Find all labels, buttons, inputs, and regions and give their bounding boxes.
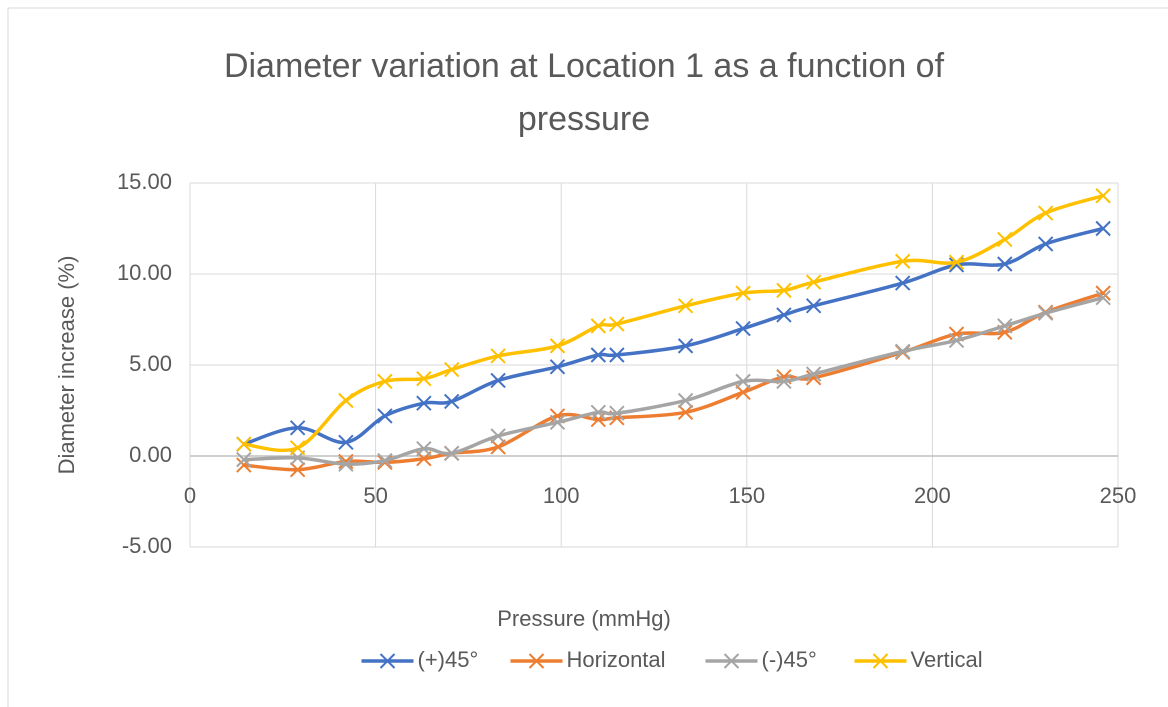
data-point — [677, 392, 694, 409]
data-point — [416, 441, 432, 457]
legend-marker — [379, 653, 396, 669]
data-point — [1037, 205, 1054, 221]
x-tick-label: 50 — [363, 483, 387, 508]
data-point — [805, 298, 822, 314]
data-point — [776, 307, 792, 323]
legend-label: Horizontal — [567, 647, 666, 672]
legend-marker — [872, 653, 889, 669]
legend-marker — [723, 653, 740, 669]
y-tick-label: 0.00 — [129, 442, 172, 467]
series-line — [243, 295, 1104, 467]
data-point — [997, 231, 1013, 248]
data-point — [416, 395, 432, 411]
data-point — [377, 373, 393, 390]
data-point — [549, 359, 566, 375]
data-point — [590, 347, 607, 363]
data-point — [677, 338, 694, 354]
data-point — [609, 347, 625, 363]
x-tick-label: 200 — [914, 483, 951, 508]
data-point — [377, 452, 393, 469]
data-point — [735, 373, 751, 390]
y-axis-label: Diameter increase (%) — [54, 256, 79, 475]
data-point — [609, 316, 625, 332]
data-point — [549, 414, 566, 431]
data-point — [1037, 305, 1054, 321]
data-point — [338, 434, 354, 451]
data-point — [1095, 289, 1111, 306]
data-point — [894, 275, 911, 291]
series-line — [243, 291, 1104, 472]
data-point — [443, 361, 460, 378]
data-point — [677, 404, 694, 421]
legend-marker — [528, 653, 545, 669]
x-tick-label: 150 — [728, 483, 765, 508]
data-point — [776, 373, 792, 390]
data-point — [805, 274, 822, 290]
data-point — [894, 343, 911, 360]
y-tick-label: 5.00 — [129, 351, 172, 376]
legend-label: Vertical — [911, 647, 983, 672]
data-point — [590, 318, 607, 334]
data-point — [289, 420, 306, 436]
data-point — [236, 451, 252, 468]
data-point — [1095, 220, 1111, 237]
data-point — [443, 445, 460, 461]
data-point — [590, 404, 607, 421]
data-point — [948, 254, 965, 270]
data-point — [338, 453, 354, 470]
data-point — [549, 338, 566, 354]
data-point — [894, 253, 911, 269]
data-point — [490, 428, 506, 444]
legend-label: (+)45° — [418, 647, 479, 672]
data-point — [338, 456, 354, 472]
data-point — [490, 372, 506, 389]
data-point — [735, 285, 751, 301]
data-point — [776, 282, 792, 299]
data-point — [1095, 188, 1111, 204]
data-point — [997, 318, 1013, 334]
chart-title: Diameter variation at Location 1 as a fu… — [223, 47, 945, 138]
data-point — [609, 405, 625, 421]
data-point — [735, 384, 751, 401]
data-point — [490, 348, 506, 364]
series-line — [243, 194, 1104, 453]
data-point — [490, 439, 506, 455]
y-tick-label: -5.00 — [122, 533, 172, 558]
x-axis-label: Pressure (mmHg) — [497, 606, 671, 631]
data-point — [289, 440, 306, 456]
data-point — [443, 393, 460, 410]
data-point — [1037, 236, 1054, 252]
x-tick-label: 250 — [1100, 483, 1137, 508]
chart-border — [7, 7, 1168, 707]
x-tick-label: 100 — [543, 483, 580, 508]
data-point — [338, 392, 354, 409]
data-point — [416, 370, 432, 387]
data-point — [735, 320, 751, 337]
data-point — [289, 461, 306, 478]
data-point — [997, 256, 1013, 272]
x-tick-label: 0 — [184, 483, 196, 508]
data-point — [377, 408, 393, 424]
y-tick-label: 10.00 — [117, 260, 172, 285]
data-point — [805, 366, 822, 382]
data-point — [236, 436, 252, 452]
legend-label: (-)45° — [762, 647, 817, 672]
data-point — [677, 298, 694, 314]
data-point — [948, 332, 965, 349]
y-tick-label: 15.00 — [117, 169, 172, 194]
